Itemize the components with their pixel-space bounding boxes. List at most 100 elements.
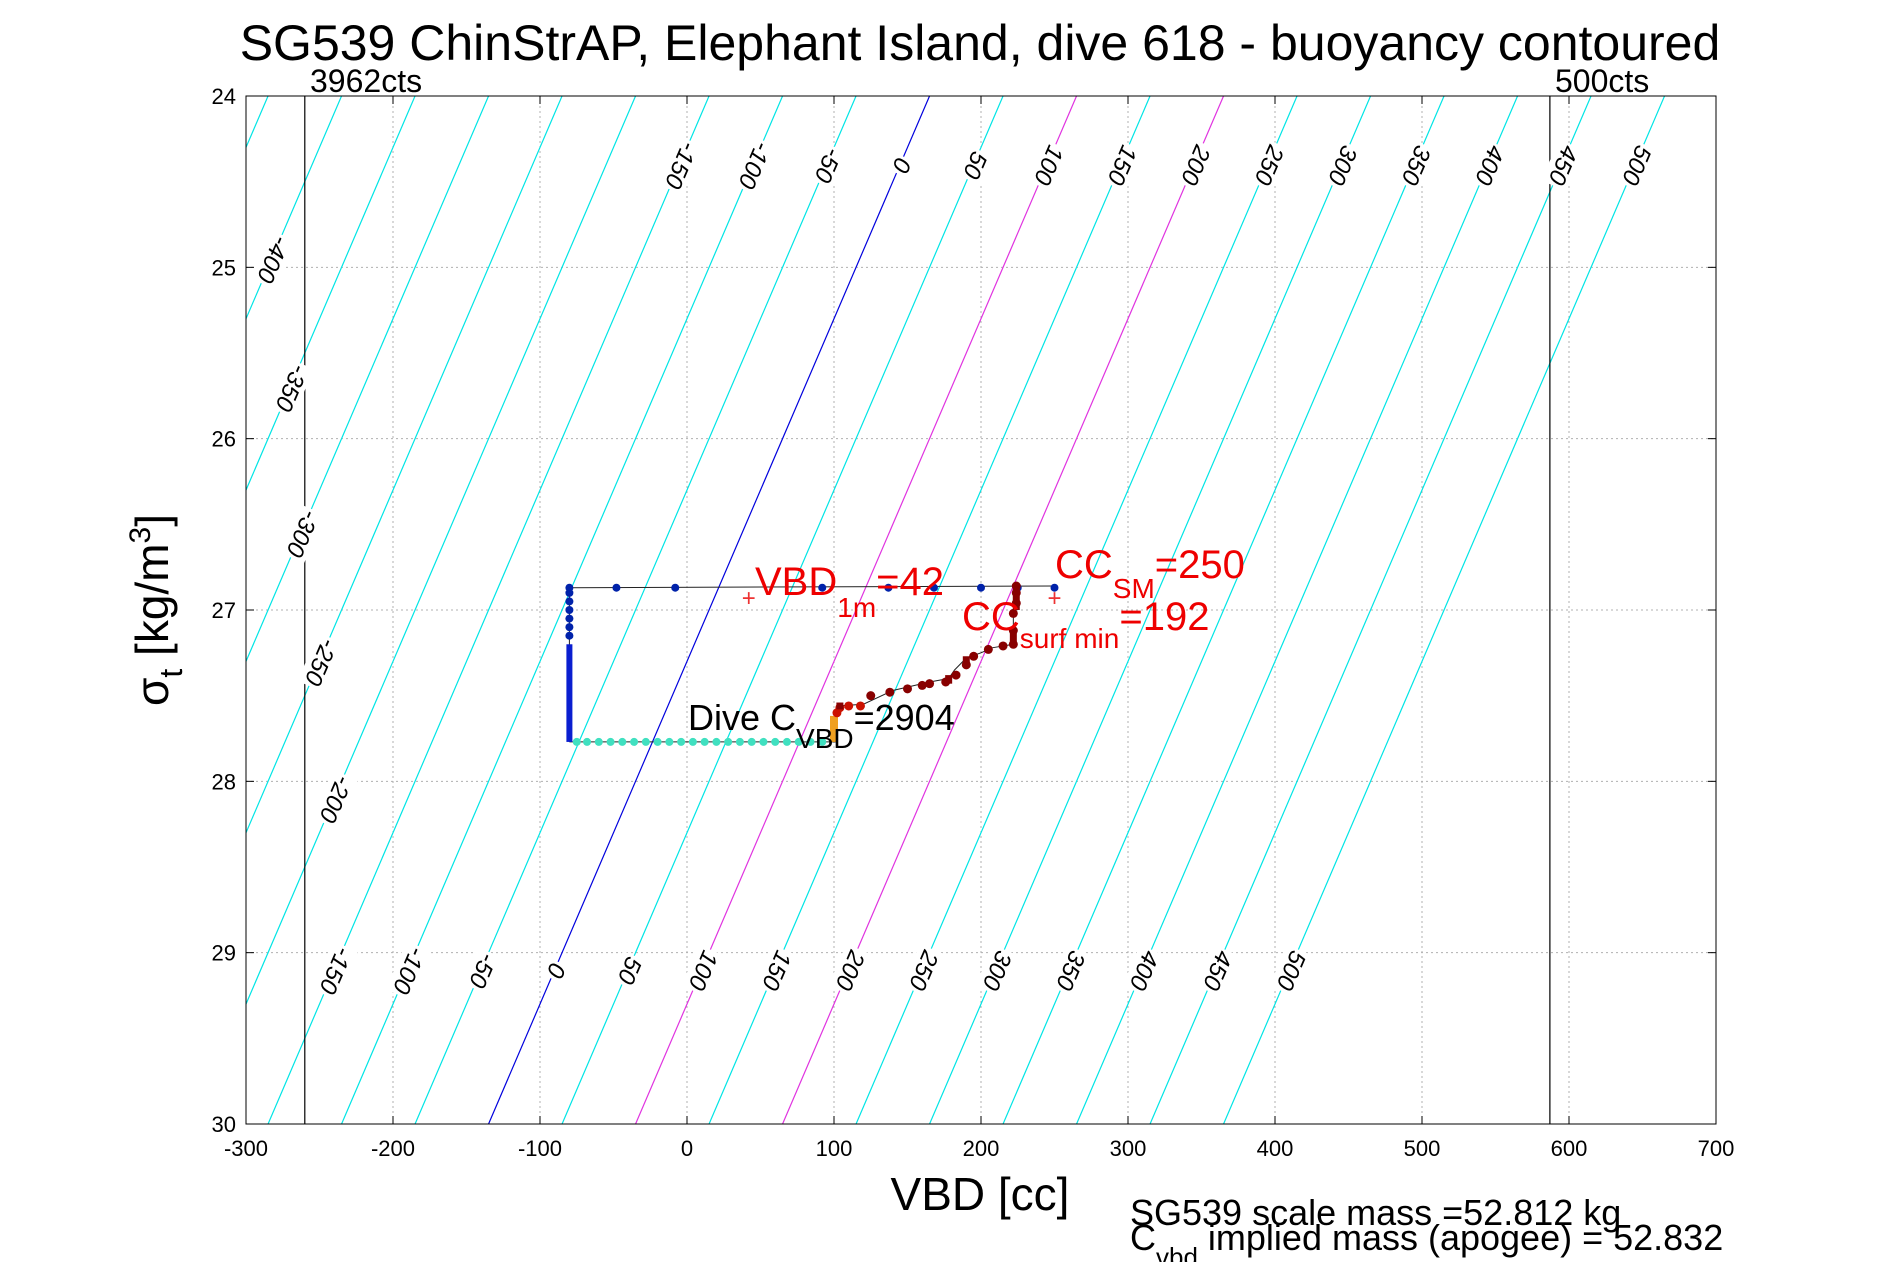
annotation-dive-c: Dive CVBD=2904: [688, 697, 955, 754]
contour-label-bg: [1195, 944, 1239, 997]
annotation-cc-sm: CCSM=250: [1055, 543, 1245, 604]
descent-bar: [566, 644, 573, 742]
top-point: [929, 583, 938, 592]
contour-label-bg: [1269, 944, 1312, 997]
ascent-point: [917, 680, 927, 690]
annotation-dive-c-main: Dive C: [688, 697, 796, 738]
top-point: [884, 583, 893, 592]
contour-label-bg: [955, 145, 994, 186]
reference-markers: + +: [742, 585, 1062, 612]
contour-label-bg: [885, 151, 918, 179]
bottom-point: [594, 737, 603, 746]
bottom-point: [735, 737, 744, 746]
y-tick-label: 28: [212, 769, 236, 794]
plus-marker: +: [742, 585, 756, 612]
footer-scale-mass: SG539 scale mass =52.812 kg: [1130, 1192, 1621, 1233]
footer-implied-mass-rest: implied mass (apogee) = 52.832: [1198, 1217, 1723, 1258]
x-tick-label: 200: [963, 1136, 1000, 1161]
bottom-point: [630, 737, 639, 746]
ascent-point: [866, 691, 876, 701]
bottom-point: [712, 737, 721, 746]
annotation-cc-sm-sub: SM: [1113, 573, 1155, 604]
contour-label-bg: [1048, 944, 1092, 997]
contour-label-bg: [657, 135, 704, 195]
contour-line: [487, 96, 931, 1124]
contour-label-bg: [1320, 139, 1364, 192]
bottom-point: [818, 737, 827, 746]
contour-label-bg: [754, 944, 798, 997]
bottom-point: [665, 737, 674, 746]
annotation-cc-surf: CCsurf min=192: [962, 595, 1209, 654]
contour-line: [246, 96, 637, 1006]
x-tick-label: -200: [371, 1136, 415, 1161]
y-axis-label-exp: 3: [124, 527, 157, 544]
y-axis-label: σt [kg/m3]: [124, 514, 189, 706]
y-tick-label: 29: [212, 941, 236, 966]
bottom-point: [806, 737, 815, 746]
ascent-point: [983, 644, 993, 654]
axis-ticks: -300 -200 -100 0 100 200 300 400 500 600 700 24 25 26…: [212, 84, 1735, 1161]
contour-line: [561, 96, 1004, 1124]
annotation-vbd-main: VBD: [755, 560, 837, 604]
contour-label-bg: [731, 135, 777, 195]
x-tick-label: -100: [518, 1136, 562, 1161]
ascent-point: [969, 651, 979, 661]
bottom-point: [794, 737, 803, 746]
annotation-dive-c-value: =2904: [854, 697, 955, 738]
x-tick-label: 400: [1257, 1136, 1294, 1161]
descent-point: [565, 623, 574, 632]
plot-border: [245, 95, 1717, 1125]
gridlines: [245, 95, 1717, 1125]
contour-label-bg: [807, 141, 848, 189]
x-axis-label: VBD [cc]: [891, 1168, 1070, 1220]
ascent-point: [951, 670, 961, 680]
contour-label-bg: [249, 229, 296, 290]
y-tick-label: 25: [212, 255, 236, 280]
contour-label-bg: [610, 950, 648, 991]
top-point: [818, 583, 827, 592]
descent-point: [565, 597, 574, 606]
contour-label-bg: [312, 941, 358, 1001]
bottom-point: [747, 737, 756, 746]
annotation-cc-sm-main: CC: [1055, 543, 1113, 587]
contour-label-bg: [539, 956, 572, 985]
plus-marker: +: [1047, 585, 1061, 612]
bottom-point: [572, 737, 581, 746]
descent-point: [565, 606, 574, 614]
contour-line: [246, 96, 563, 835]
contour-label-bg: [1100, 139, 1143, 192]
x-tick-label: 0: [681, 1136, 693, 1161]
descent-point: [565, 631, 574, 640]
y-tick-label: 24: [212, 84, 236, 109]
descent-point: [565, 614, 574, 623]
contour-label-bg: [385, 941, 432, 1001]
count-label-left: 3962cts: [310, 63, 422, 99]
bottom-point: [618, 737, 627, 746]
bottom-point: [677, 737, 686, 746]
x-tick-label: 100: [816, 1136, 853, 1161]
count-lines: [304, 96, 1551, 1124]
contour-label-bg: [1026, 139, 1070, 192]
footer-implied-mass: Cvbd implied mass (apogee) = 52.832: [1130, 1217, 1723, 1262]
ascent-point: [998, 641, 1008, 651]
footer-implied-mass-sub: vbd: [1156, 1242, 1198, 1262]
ascent-point: [1008, 608, 1018, 618]
x-tick-label: 700: [1698, 1136, 1735, 1161]
x-tick-label: 300: [1110, 1136, 1147, 1161]
contour-line: [246, 96, 416, 492]
top-point: [565, 583, 574, 592]
ascent-point: [885, 687, 895, 697]
annotation-cc-surf-main: CC: [962, 595, 1020, 639]
ascent-point: [855, 701, 865, 711]
contour-label-bg: [975, 944, 1018, 997]
apogee-gradient: [830, 715, 838, 742]
contour-label-bg: [1467, 139, 1511, 192]
x-tick-label: -300: [224, 1136, 268, 1161]
bottom-point: [606, 737, 615, 746]
bottom-point: [641, 737, 650, 746]
bottom-point: [759, 737, 768, 746]
y-tick-label: 26: [212, 427, 236, 452]
top-point: [671, 583, 680, 592]
bottom-point: [700, 737, 709, 746]
bottom-point: [688, 737, 697, 746]
